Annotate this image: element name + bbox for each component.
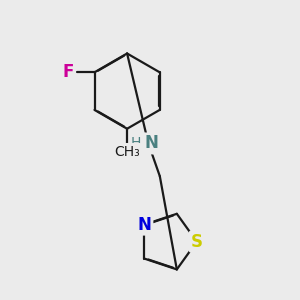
Text: N: N [137,216,152,234]
Text: S: S [191,232,203,250]
Text: H: H [131,136,141,151]
Text: N: N [144,134,158,152]
Text: F: F [63,63,74,81]
Text: CH₃: CH₃ [114,145,140,159]
